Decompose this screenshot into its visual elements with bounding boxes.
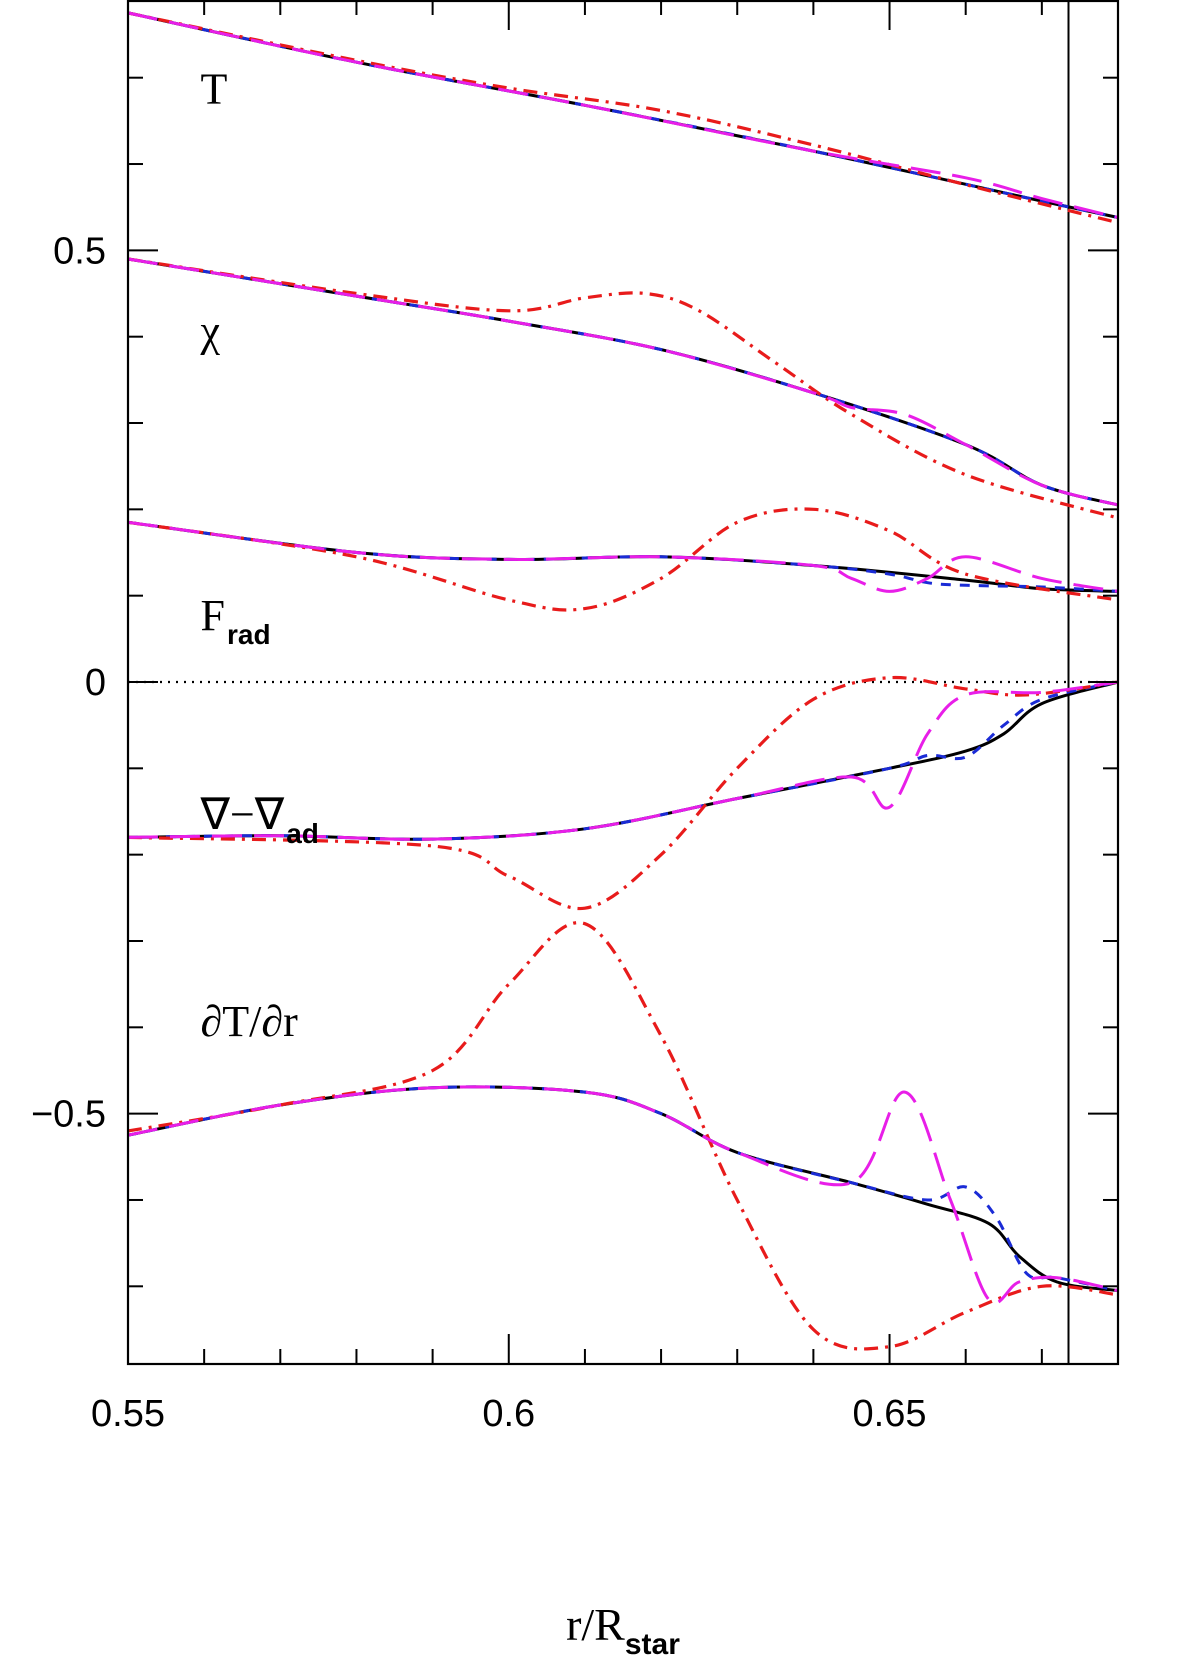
y-tick-label: 0.5 bbox=[53, 230, 106, 272]
x-tick-label: 0.55 bbox=[91, 1393, 165, 1435]
curve-label-main: ∂T/∂r bbox=[201, 997, 299, 1046]
series-line-long-dash bbox=[127, 520, 1119, 593]
x-axis-title-main: r/R bbox=[566, 1599, 625, 1650]
series-line-short-dash bbox=[127, 11, 1119, 219]
curve-label-main: χ bbox=[200, 306, 221, 355]
curve-label: Frad bbox=[201, 591, 271, 650]
series-line-long-dash bbox=[127, 680, 1119, 841]
series-line-dash-dot bbox=[127, 507, 1119, 612]
curve-labels: Tχ Frad ∇−∇ad ∂T/∂r bbox=[200, 65, 319, 1046]
curve-label: T bbox=[201, 65, 228, 114]
curve-label: ∂T/∂r bbox=[201, 997, 299, 1046]
curve-label-subscript: ad bbox=[286, 818, 319, 849]
series-line-long-dash bbox=[127, 11, 1119, 219]
axis-ticks: 0.55 0.6 0.65 −0.5 0 0.5 bbox=[31, 0, 1119, 1435]
curve-group bbox=[127, 507, 1119, 612]
curve-label-main: T bbox=[201, 65, 228, 114]
curve-label-main: ∇−∇ bbox=[200, 790, 285, 839]
curve-group bbox=[127, 257, 1119, 520]
curve-label-main: F bbox=[201, 591, 225, 640]
plot-series bbox=[127, 11, 1119, 1351]
curve-label-subscript: rad bbox=[227, 619, 271, 650]
series-line-short-dash bbox=[127, 1085, 1119, 1293]
curve-group bbox=[127, 11, 1119, 225]
y-tick-label: −0.5 bbox=[31, 1094, 106, 1136]
series-line-dash-dot bbox=[127, 675, 1119, 911]
reference-lines bbox=[128, 0, 1118, 1364]
series-line-short-dash bbox=[127, 257, 1119, 507]
series-line-dash-dot bbox=[127, 257, 1119, 520]
y-tick-label: 0 bbox=[85, 662, 106, 704]
x-tick-label: 0.65 bbox=[853, 1393, 927, 1435]
series-line-solid bbox=[127, 257, 1119, 507]
series-line-dash-dot bbox=[127, 921, 1119, 1351]
x-axis-title: r/Rstar bbox=[566, 1599, 680, 1661]
x-axis-title-subscript: star bbox=[625, 1628, 680, 1661]
x-tick-label: 0.6 bbox=[482, 1393, 535, 1435]
series-line-long-dash bbox=[127, 1085, 1119, 1305]
curve-label: χ bbox=[200, 306, 221, 355]
series-line-dash-dot bbox=[127, 11, 1119, 225]
series-line-long-dash bbox=[127, 257, 1119, 507]
curve-group bbox=[127, 921, 1119, 1351]
curve-group bbox=[127, 675, 1119, 911]
series-line-solid bbox=[127, 1085, 1119, 1293]
curve-label: ∇−∇ad bbox=[200, 790, 319, 849]
